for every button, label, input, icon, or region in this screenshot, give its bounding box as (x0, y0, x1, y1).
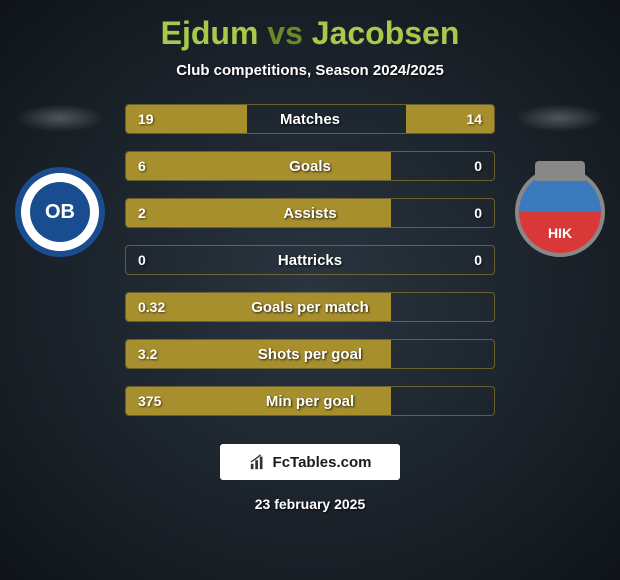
stat-row: 0.32 Goals per match (125, 292, 495, 322)
stat-value-left: 0 (138, 252, 146, 268)
stats-column: 19 Matches 14 6 Goals 0 2 Assists 0 0 Hattricks 0 0.… (125, 104, 495, 416)
club-badge-left-text: OB (30, 182, 90, 242)
stat-row: 2 Assists 0 (125, 198, 495, 228)
player2-name: Jacobsen (312, 15, 460, 51)
stat-label: Shots per goal (258, 346, 362, 363)
stat-value-left: 0.32 (138, 299, 165, 315)
main-area: OB 19 Matches 14 6 Goals 0 2 Assists 0 0 Hattricks… (0, 104, 620, 416)
stat-row: 375 Min per goal (125, 386, 495, 416)
stat-label: Min per goal (266, 393, 354, 410)
stat-value-left: 2 (138, 205, 146, 221)
stat-label: Goals (289, 158, 331, 175)
stat-row: 3.2 Shots per goal (125, 339, 495, 369)
subtitle: Club competitions, Season 2024/2025 (176, 62, 444, 79)
stat-value-right: 0 (474, 252, 482, 268)
club-badge-right: HIK (515, 167, 605, 257)
chart-icon (249, 453, 267, 471)
player1-name: Ejdum (161, 15, 259, 51)
stat-value-left: 3.2 (138, 346, 157, 362)
player-shadow-right (515, 104, 605, 132)
club-badge-left: OB (15, 167, 105, 257)
player-right-side: HIK (515, 104, 605, 257)
stat-row: 19 Matches 14 (125, 104, 495, 134)
stat-value-right: 0 (474, 158, 482, 174)
stat-label: Goals per match (251, 299, 369, 316)
club-badge-right-text: HIK (548, 225, 572, 241)
player-left-side: OB (15, 104, 105, 257)
stat-bar-left (126, 199, 391, 227)
stat-row: 6 Goals 0 (125, 151, 495, 181)
infographic-container: Ejdum vs Jacobsen Club competitions, Sea… (0, 0, 620, 580)
stat-bar-left (126, 152, 391, 180)
stat-value-left: 19 (138, 111, 154, 127)
stat-value-right: 0 (474, 205, 482, 221)
stat-value-left: 375 (138, 393, 161, 409)
stat-label: Matches (280, 111, 340, 128)
stat-label: Assists (283, 205, 336, 222)
stat-row: 0 Hattricks 0 (125, 245, 495, 275)
branding-box[interactable]: FcTables.com (220, 444, 400, 480)
stat-label: Hattricks (278, 252, 342, 269)
stat-value-left: 6 (138, 158, 146, 174)
comparison-title: Ejdum vs Jacobsen (161, 15, 460, 52)
date-text: 23 february 2025 (255, 496, 366, 512)
stat-value-right: 14 (466, 111, 482, 127)
vs-text: vs (267, 15, 303, 51)
branding-text: FcTables.com (273, 454, 372, 471)
player-shadow-left (15, 104, 105, 132)
